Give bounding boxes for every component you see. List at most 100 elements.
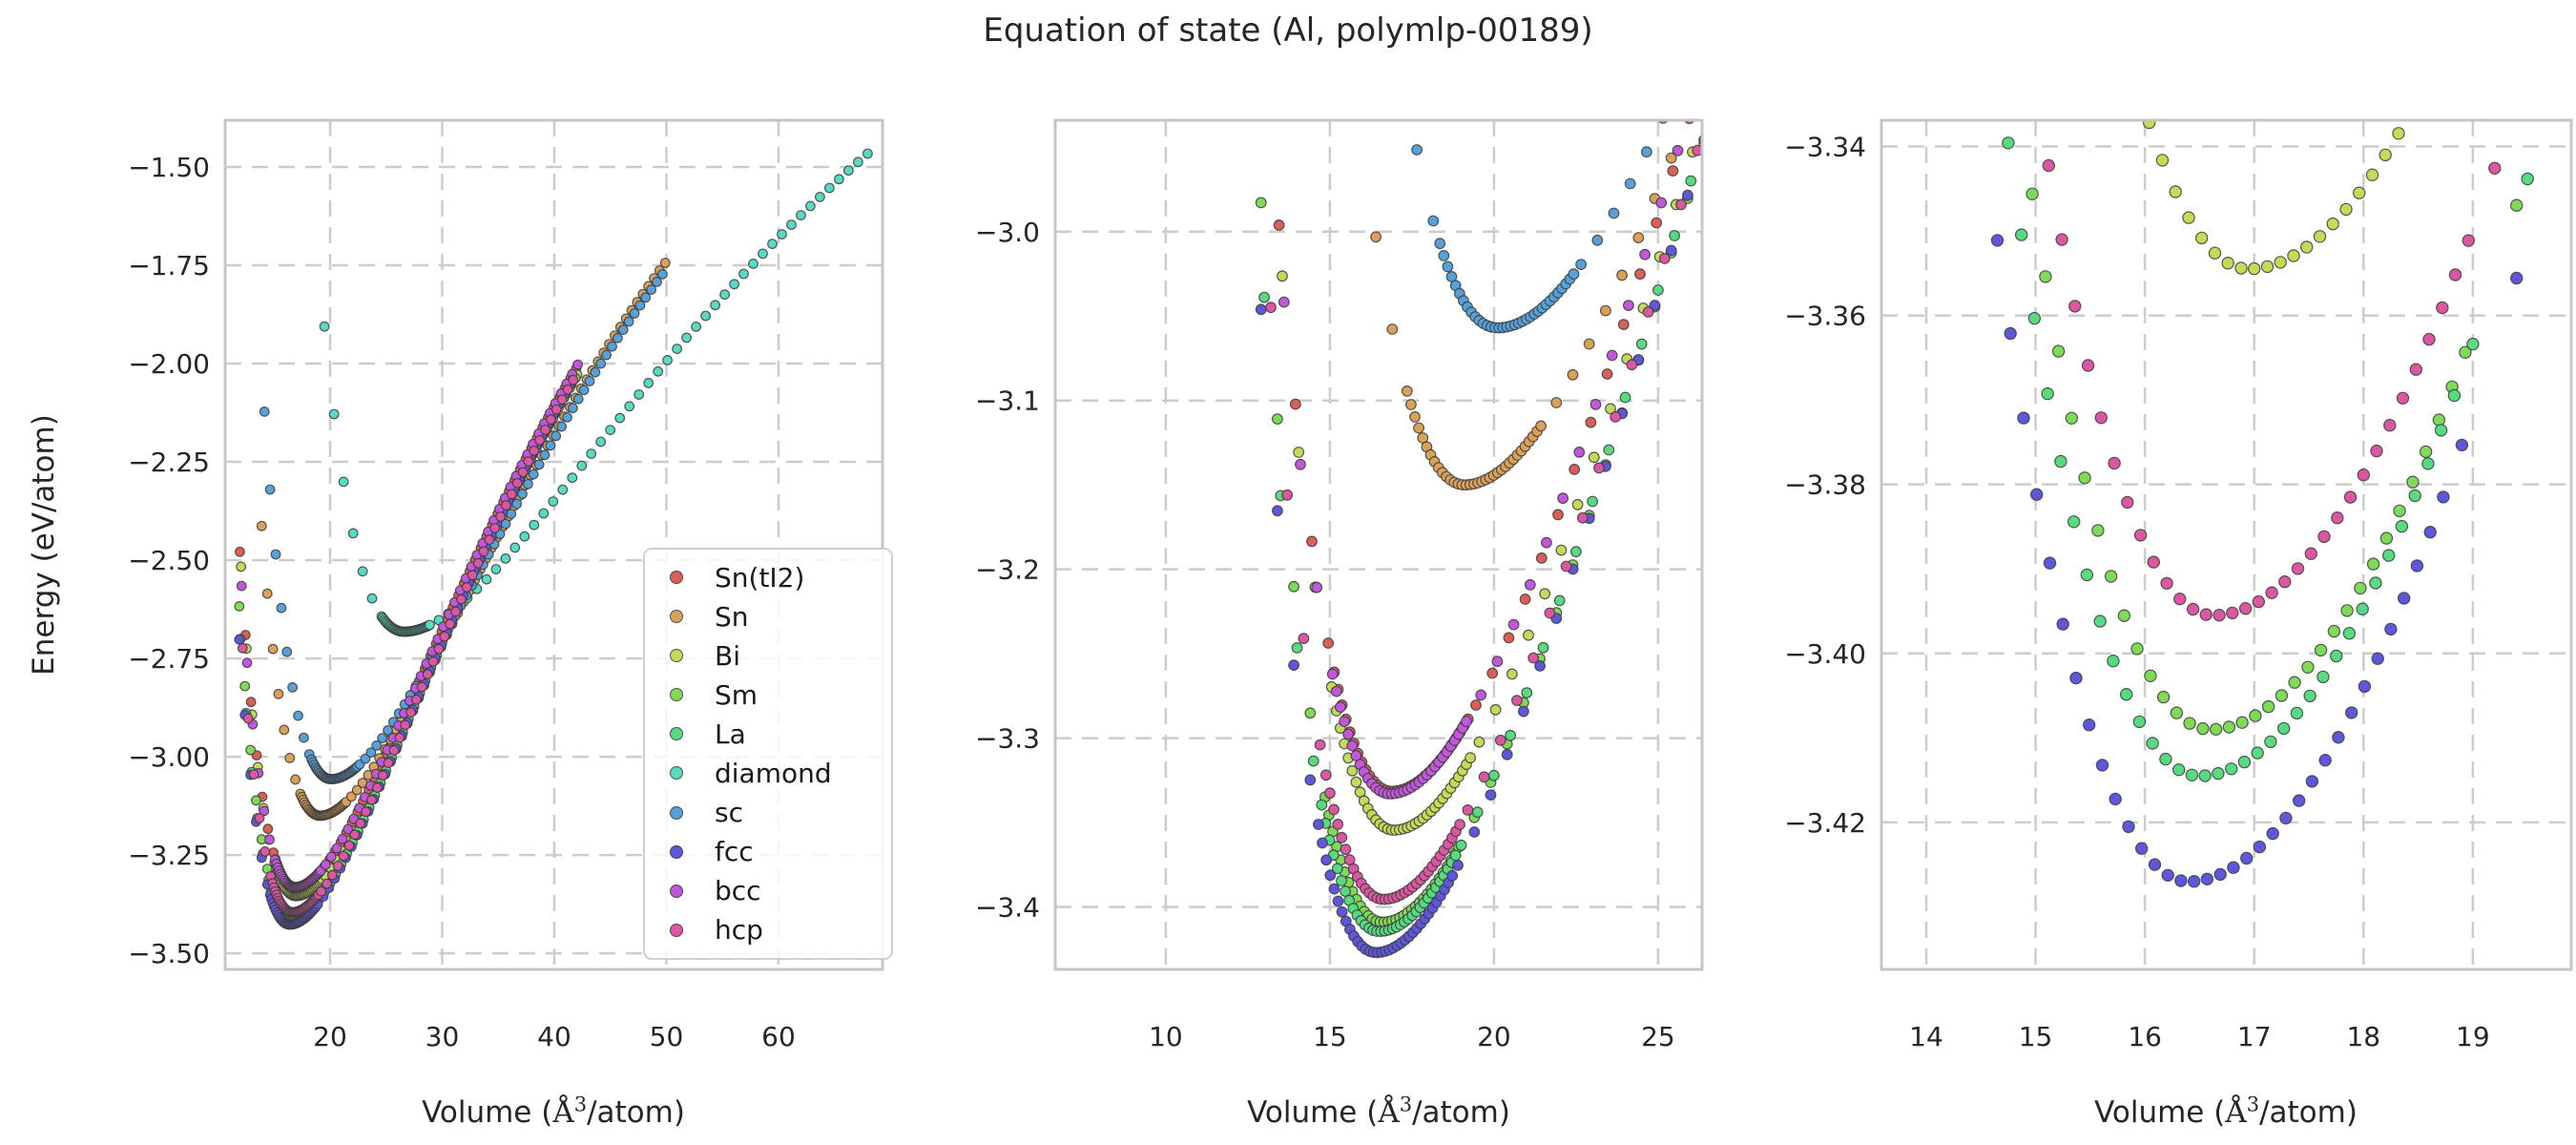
data-point xyxy=(590,366,601,378)
data-point xyxy=(1328,803,1340,816)
data-point xyxy=(450,606,462,617)
data-point xyxy=(2466,337,2480,351)
data-point xyxy=(1438,250,1450,261)
gridlines xyxy=(1881,120,2571,969)
data-point xyxy=(2121,495,2134,510)
data-point xyxy=(584,376,595,386)
series-Sm xyxy=(2025,187,2524,737)
data-point xyxy=(1331,863,1343,875)
legend-marker-icon xyxy=(670,923,683,937)
data-point xyxy=(237,642,248,654)
data-point xyxy=(2199,608,2212,621)
data-point xyxy=(1277,270,1288,282)
data-point xyxy=(2409,363,2422,376)
data-point xyxy=(557,484,569,495)
data-point xyxy=(1619,391,1631,404)
data-point xyxy=(1306,535,1318,548)
data-point xyxy=(259,805,270,817)
data-point xyxy=(1449,849,1462,862)
data-point xyxy=(345,791,357,802)
data-point xyxy=(517,467,529,478)
panel-zoom-min xyxy=(1880,118,2573,971)
data-point xyxy=(1298,633,1310,645)
x-tick-label: 15 xyxy=(2019,1021,2053,1052)
y-tick-label: −3.3 xyxy=(975,723,1040,755)
data-point xyxy=(1330,685,1342,697)
data-point xyxy=(1535,420,1547,432)
data-point xyxy=(2379,148,2392,162)
data-point xyxy=(2226,606,2239,620)
data-point xyxy=(624,401,635,412)
data-point xyxy=(2159,752,2172,766)
data-point xyxy=(1370,231,1381,243)
data-point xyxy=(351,784,363,796)
data-point xyxy=(1652,284,1664,296)
y-tick-label: −3.00 xyxy=(128,741,210,773)
data-point xyxy=(2434,424,2448,437)
data-point xyxy=(2371,652,2384,665)
legend-marker-icon xyxy=(670,727,683,741)
data-point xyxy=(1336,906,1348,918)
data-point xyxy=(2356,602,2369,615)
data-point xyxy=(425,619,435,631)
data-point xyxy=(2379,531,2394,545)
data-point xyxy=(1576,511,1589,524)
data-point xyxy=(2041,386,2054,401)
data-point xyxy=(2182,211,2195,224)
data-point xyxy=(2055,233,2068,246)
data-point xyxy=(2093,614,2107,628)
data-point xyxy=(1454,819,1465,830)
data-point xyxy=(662,355,673,365)
data-point xyxy=(1507,618,1520,631)
data-point xyxy=(1567,368,1579,381)
data-point xyxy=(1475,689,1487,701)
data-point xyxy=(824,182,835,194)
x-tick-label: 19 xyxy=(2456,1021,2490,1052)
data-point xyxy=(1552,509,1564,521)
data-point xyxy=(1535,552,1548,564)
data-point xyxy=(601,349,612,361)
data-point xyxy=(241,657,253,669)
data-point xyxy=(2095,759,2109,772)
data-point xyxy=(1489,703,1502,716)
data-point xyxy=(2369,576,2382,590)
data-point xyxy=(270,549,281,560)
data-point xyxy=(617,324,629,336)
data-point xyxy=(2173,593,2187,606)
data-point xyxy=(729,279,739,290)
x-axis-label-panel2: Volume (Å3/atom) xyxy=(1247,1093,1510,1130)
data-point xyxy=(634,389,645,400)
data-point xyxy=(1346,764,1359,777)
data-point xyxy=(2264,735,2277,749)
data-point xyxy=(1288,659,1299,671)
data-point xyxy=(2406,475,2420,489)
data-point xyxy=(1442,260,1454,273)
data-point xyxy=(1524,579,1536,591)
data-point xyxy=(256,520,267,531)
data-point xyxy=(2222,720,2236,734)
data-point xyxy=(400,719,411,731)
data-point xyxy=(2370,444,2383,458)
data-point xyxy=(2352,186,2366,199)
data-point xyxy=(332,861,343,871)
data-point xyxy=(1583,338,1595,350)
y-tick-label: −3.34 xyxy=(1784,131,1866,162)
data-point xyxy=(254,813,265,823)
data-point xyxy=(316,885,327,897)
data-point xyxy=(472,557,484,569)
legend-item-Bi: Bi xyxy=(645,636,891,675)
data-point xyxy=(495,511,506,522)
data-point xyxy=(1462,804,1474,816)
data-point xyxy=(1332,895,1344,907)
data-point xyxy=(2130,642,2144,656)
data-point xyxy=(1281,489,1294,501)
data-point xyxy=(1506,668,1518,680)
data-point xyxy=(251,795,261,806)
data-point xyxy=(1255,303,1267,316)
series-La xyxy=(2002,136,2534,782)
data-point xyxy=(2344,706,2358,719)
data-point xyxy=(538,508,550,519)
data-point xyxy=(234,546,245,557)
data-point xyxy=(786,219,797,230)
